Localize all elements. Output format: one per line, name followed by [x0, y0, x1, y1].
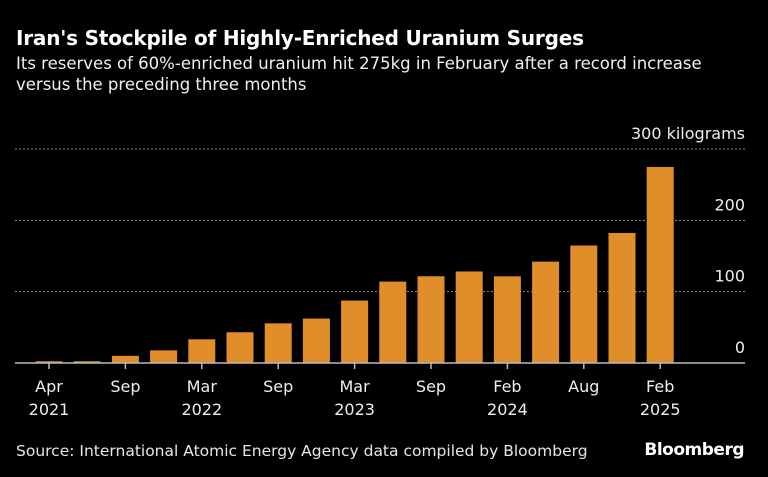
bar — [379, 281, 407, 363]
x-tick-label: Apr — [35, 377, 63, 396]
bar — [302, 318, 330, 363]
x-tick-label: Feb — [646, 377, 674, 396]
bar — [417, 276, 445, 363]
bar — [493, 276, 521, 363]
x-tick-label: Aug — [568, 377, 599, 396]
bar — [73, 361, 101, 363]
y-tick-label: 300 kilograms — [631, 124, 745, 143]
bar — [150, 350, 178, 363]
bar — [532, 261, 560, 363]
bar — [341, 300, 369, 363]
bar — [646, 166, 674, 363]
x-tick-year-label: 2024 — [487, 400, 528, 419]
bloomberg-logo: Bloomberg — [644, 440, 744, 460]
x-tick-label: Mar — [340, 377, 371, 396]
bar — [188, 339, 216, 363]
bar — [608, 232, 636, 363]
x-tick-label: Feb — [493, 377, 521, 396]
x-tick-label: Sep — [110, 377, 140, 396]
x-tick-year-label: 2022 — [181, 400, 222, 419]
y-tick-label: 0 — [735, 338, 745, 357]
chart-subtitle: Its reserves of 60%-enriched uranium hit… — [16, 54, 702, 94]
y-tick-label: 200 — [714, 195, 745, 214]
x-tick-label: Sep — [263, 377, 293, 396]
bar — [264, 323, 292, 363]
x-tick-label: Sep — [416, 377, 446, 396]
chart-title: Iran's Stockpile of Highly-Enriched Uran… — [16, 26, 584, 50]
source-note: Source: International Atomic Energy Agen… — [16, 442, 588, 460]
x-tick-year-label: 2025 — [640, 400, 681, 419]
x-tick-year-label: 2023 — [334, 400, 375, 419]
x-tick-label: Mar — [187, 377, 218, 396]
bar — [111, 355, 139, 363]
y-tick-label: 100 — [714, 267, 745, 286]
x-tick-year-label: 2021 — [29, 400, 70, 419]
bar — [570, 245, 598, 363]
bar — [455, 271, 483, 363]
bar — [35, 361, 63, 363]
bar — [226, 332, 254, 363]
